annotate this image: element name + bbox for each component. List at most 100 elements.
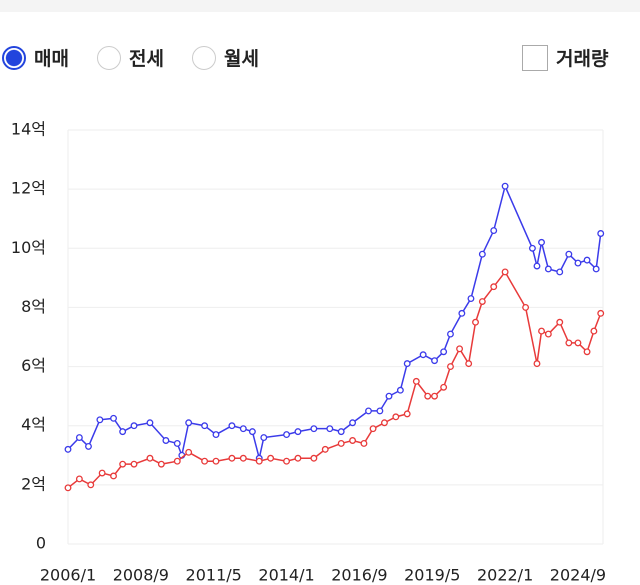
data-point — [130, 422, 138, 430]
data-point — [447, 330, 454, 338]
radio-label[interactable]: 전세 — [129, 48, 164, 70]
radio-button[interactable] — [97, 45, 121, 70]
x-tick-label: 2019/5 — [404, 566, 460, 585]
data-point — [597, 309, 605, 317]
data-point — [544, 330, 552, 338]
x-tick-label: 2008/9 — [113, 566, 169, 585]
data-point — [467, 295, 475, 303]
data-point — [590, 327, 598, 335]
data-point — [369, 425, 377, 433]
data-point — [431, 392, 438, 400]
data-point — [146, 419, 154, 427]
data-point — [201, 422, 209, 430]
data-point — [228, 454, 236, 462]
data-point — [556, 318, 564, 326]
y-tick-label: 14억 — [11, 120, 46, 139]
data-point — [185, 448, 193, 456]
y-tick-label: 8억 — [21, 297, 46, 316]
data-point — [501, 182, 509, 190]
y-tick-label: 0 — [36, 534, 46, 553]
data-point — [146, 454, 154, 462]
data-point — [528, 244, 536, 252]
radio-label[interactable]: 매매 — [34, 48, 69, 70]
data-point — [522, 303, 530, 311]
data-point — [403, 360, 411, 368]
data-point — [64, 484, 72, 492]
radio-option[interactable]: 매매 — [2, 44, 69, 71]
data-point — [85, 442, 92, 450]
data-point — [380, 419, 388, 427]
data-point — [490, 227, 498, 234]
radio-button[interactable] — [2, 45, 26, 70]
data-point — [310, 454, 318, 462]
y-tick-label: 12억 — [11, 179, 46, 198]
data-point — [98, 469, 106, 477]
x-tick-label: 2006/1 — [40, 566, 96, 585]
data-point — [544, 265, 552, 273]
data-point — [597, 230, 605, 237]
y-tick-label: 6억 — [21, 356, 46, 375]
data-point — [321, 445, 329, 453]
checkbox-option[interactable]: 거래량 — [522, 44, 608, 71]
data-point — [228, 422, 236, 430]
data-point — [565, 339, 573, 347]
y-tick-label: 2억 — [21, 474, 46, 493]
data-point — [119, 428, 127, 436]
data-point — [130, 460, 138, 468]
data-point — [255, 457, 263, 465]
x-tick-label: 2016/9 — [331, 566, 387, 585]
data-point — [440, 383, 448, 391]
data-point — [392, 413, 400, 421]
data-point — [365, 407, 372, 415]
x-tick-label: 2011/5 — [186, 566, 242, 585]
data-point — [472, 318, 479, 326]
data-point — [337, 440, 345, 447]
data-point — [556, 268, 564, 276]
y-tick-label: 4억 — [21, 415, 46, 434]
radio-option[interactable]: 월세 — [192, 44, 259, 71]
radio-button[interactable] — [192, 45, 216, 70]
radio-option[interactable]: 전세 — [97, 44, 164, 71]
data-point — [267, 454, 275, 462]
data-point — [490, 283, 498, 291]
data-point — [75, 475, 83, 483]
data-point — [201, 457, 209, 465]
data-point — [212, 431, 220, 439]
data-point — [185, 419, 193, 427]
data-point — [376, 407, 384, 415]
data-point — [385, 392, 393, 400]
data-point — [583, 256, 591, 264]
data-point — [478, 250, 486, 258]
data-point — [458, 309, 466, 317]
data-point — [396, 386, 404, 394]
series-line — [67, 270, 602, 489]
data-point — [248, 428, 256, 436]
data-point — [96, 416, 104, 424]
x-tick-label: 2022/1 — [477, 566, 533, 585]
data-point — [533, 360, 541, 368]
data-point — [412, 377, 420, 385]
data-point — [173, 440, 181, 447]
data-point — [239, 454, 247, 462]
data-point — [538, 238, 545, 246]
y-tick-label: 10억 — [11, 238, 46, 257]
data-point — [260, 434, 268, 441]
data-point — [110, 414, 117, 422]
data-point — [431, 357, 438, 365]
series-line — [67, 183, 602, 459]
data-point — [173, 457, 181, 465]
data-point — [110, 472, 117, 480]
radio-label[interactable]: 월세 — [224, 48, 259, 70]
top-bar — [0, 0, 640, 12]
checkbox-label[interactable]: 거래량 — [556, 48, 609, 70]
data-point — [440, 348, 448, 356]
data-point — [565, 250, 573, 258]
checkbox[interactable] — [522, 44, 548, 71]
data-point — [465, 360, 473, 368]
data-point — [283, 431, 291, 439]
data-point — [239, 425, 247, 433]
data-point — [294, 428, 302, 436]
data-point — [424, 392, 432, 400]
